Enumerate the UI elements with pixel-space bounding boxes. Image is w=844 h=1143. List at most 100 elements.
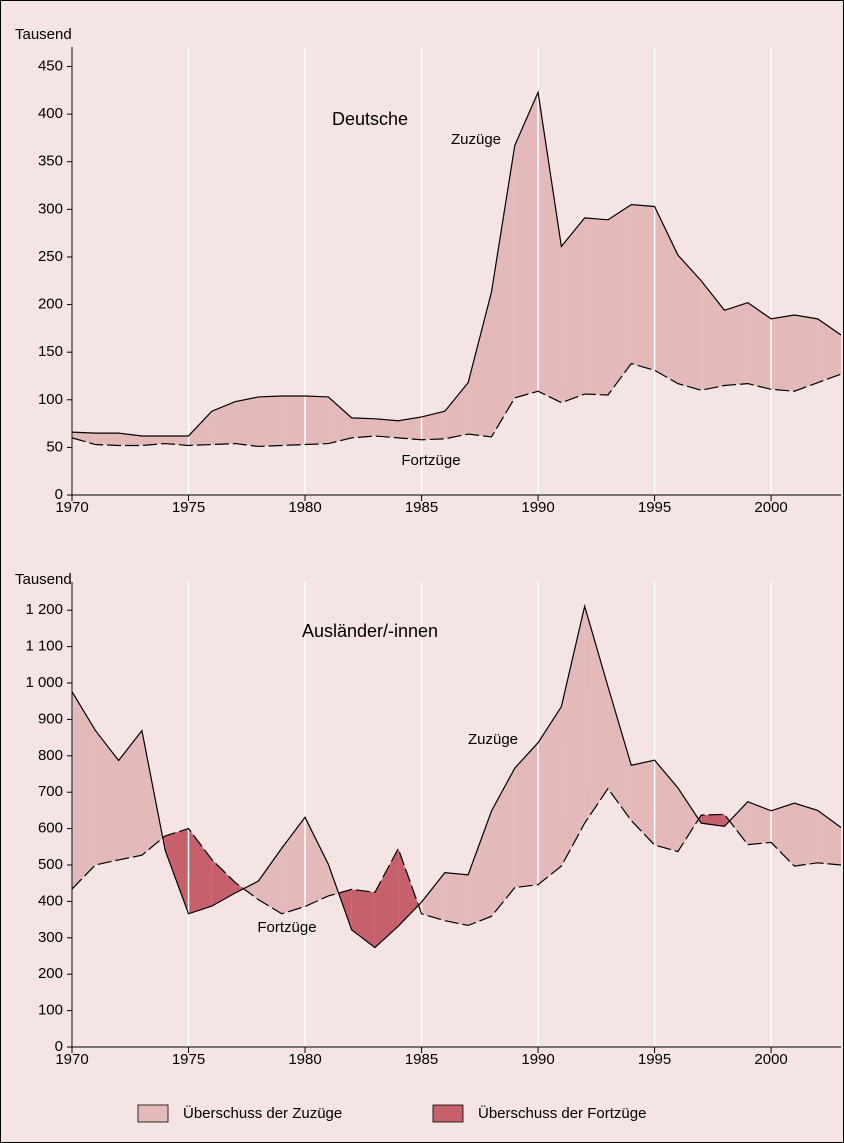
chart-title: Deutsche [332,109,408,129]
y-tick-label: 800 [38,747,63,764]
surplus-area [654,760,678,852]
chart-title: Ausländer/-innen [302,621,438,641]
y-axis-label: Tausend [15,571,72,588]
surplus-area [235,882,244,894]
y-tick-label: 250 [38,248,63,265]
surplus-area [701,280,725,391]
surplus-area [514,92,539,398]
surplus-area [118,730,142,860]
y-tick-label: 50 [46,438,63,455]
surplus-area [584,606,608,824]
y-tick-label: 300 [38,929,63,946]
surplus-area [747,801,772,845]
surplus-area [631,204,655,371]
surplus-area [631,760,655,845]
y-tick-label: 150 [38,343,63,360]
surplus-area [118,433,142,446]
surplus-area [561,217,585,403]
y-tick-label: 600 [38,820,63,837]
x-tick-label: 1995 [638,499,671,516]
x-tick-label: 2000 [754,1051,787,1068]
series-annotation: Fortzüge [401,452,460,469]
surplus-area [72,432,96,445]
x-tick-label: 1985 [405,499,438,516]
surplus-area [817,318,841,383]
surplus-area [794,803,818,867]
series-line [71,787,842,927]
y-tick-label: 1 200 [25,601,63,618]
surplus-area [374,848,399,948]
surplus-area [258,395,282,447]
y-tick-label: 100 [38,391,63,408]
surplus-area [72,691,96,890]
surplus-area [794,315,818,392]
surplus-area [729,801,748,845]
surplus-area [398,848,419,927]
surplus-area [305,395,329,445]
y-tick-label: 1 000 [25,674,63,691]
x-tick-label: 1995 [638,1051,671,1068]
series-annotation: Zuzüge [468,731,518,748]
surplus-area [235,396,259,447]
surplus-area [141,435,166,446]
surplus-area [514,742,539,888]
y-tick-label: 350 [38,153,63,170]
x-tick-label: 1975 [172,499,205,516]
surplus-area [351,889,375,948]
y-tick-label: 100 [38,1002,63,1019]
y-tick-label: 450 [38,57,63,74]
y-axis-label: Tausend [15,26,72,43]
surplus-area [374,418,399,438]
y-tick-label: 0 [55,486,63,503]
surplus-area [188,411,212,446]
surplus-area [584,217,608,396]
surplus-area [421,872,445,921]
surplus-area [677,787,699,852]
surplus-area [305,817,329,907]
legend-label: Überschuss der Fortzüge [478,1104,646,1122]
surplus-area [468,292,492,437]
surplus-area [538,92,562,403]
surplus-area [654,206,678,384]
surplus-area [211,859,236,907]
y-tick-label: 300 [38,200,63,217]
series-line [71,603,842,949]
surplus-area [243,881,259,900]
surplus-area [281,395,306,446]
x-tick-label: 1985 [405,1051,438,1068]
y-tick-label: 200 [38,296,63,313]
surplus-area [258,848,282,914]
y-tick-label: 700 [38,783,63,800]
surplus-area [211,401,236,445]
y-tick-label: 1 100 [25,638,63,655]
x-tick-label: 1975 [172,1051,205,1068]
x-tick-label: 1990 [521,1051,554,1068]
y-tick-label: 200 [38,965,63,982]
surplus-area [328,396,352,444]
surplus-area [165,828,189,914]
surplus-area [677,255,702,391]
y-tick-label: 500 [38,856,63,873]
surplus-area [607,686,632,821]
y-tick-label: 900 [38,710,63,727]
surplus-area [607,204,632,396]
surplus-area [817,810,841,865]
legend-swatch [432,1104,464,1123]
surplus-area [538,706,562,885]
surplus-area [444,382,469,439]
legend-label: Überschuss der Zuzüge [183,1104,342,1122]
series-line [71,90,842,437]
y-tick-label: 0 [55,1038,63,1055]
x-tick-label: 1970 [55,1051,88,1068]
surplus-area [95,730,119,865]
surplus-area [444,872,469,926]
y-tick-label: 400 [38,105,63,122]
series-line [71,362,842,448]
series-annotation: Zuzüge [451,131,501,148]
surplus-area [491,145,515,437]
series-annotation: Fortzüge [257,919,316,936]
surplus-area [188,828,212,914]
surplus-area [421,411,445,440]
surplus-area [724,302,748,386]
